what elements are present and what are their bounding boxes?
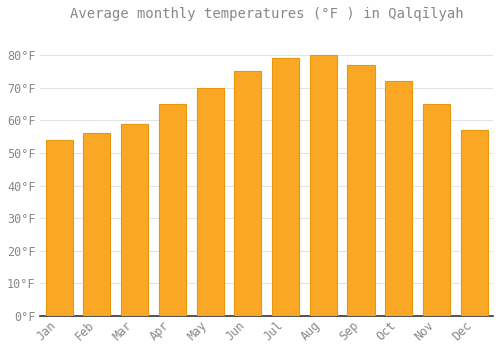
Bar bbox=[46, 140, 73, 316]
Bar bbox=[460, 130, 488, 316]
Bar bbox=[84, 133, 110, 316]
Bar bbox=[121, 124, 148, 316]
Bar bbox=[272, 58, 299, 316]
Bar bbox=[310, 55, 337, 316]
Bar bbox=[385, 81, 412, 316]
Bar bbox=[159, 104, 186, 316]
Bar bbox=[234, 71, 262, 316]
Title: Average monthly temperatures (°F ) in Qalqīlyah: Average monthly temperatures (°F ) in Qa… bbox=[70, 7, 464, 21]
Bar bbox=[423, 104, 450, 316]
Bar bbox=[196, 88, 224, 316]
Bar bbox=[348, 65, 374, 316]
